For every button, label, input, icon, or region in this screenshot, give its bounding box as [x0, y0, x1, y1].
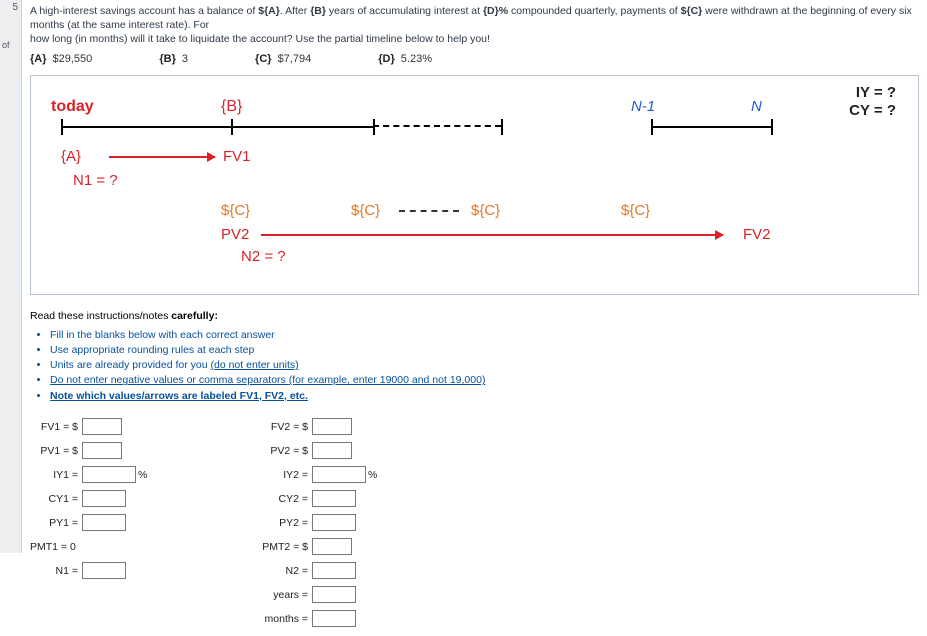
- py2-label-text: PY2 =: [260, 517, 312, 529]
- answer-forms: FV1 = $ PV1 = $ IY1 =% CY1 = PY1 = PMT1 …: [30, 416, 919, 632]
- col-right: FV2 = $ PV2 = $ IY2 =% CY2 = PY2 = PMT2 …: [260, 416, 490, 632]
- instr-2: Use appropriate rounding rules at each s…: [50, 343, 919, 358]
- fv2-label-text: FV2 = $: [260, 421, 312, 433]
- instr-1: Fill in the blanks below with each corre…: [50, 328, 919, 343]
- iy1-label-text: IY1 =: [30, 469, 82, 481]
- col-left: FV1 = $ PV1 = $ IY1 =% CY1 = PY1 = PMT1 …: [30, 416, 260, 632]
- pv1-input[interactable]: [82, 442, 122, 459]
- n1-label: N1 = ?: [73, 172, 118, 189]
- n2-input[interactable]: [312, 562, 356, 579]
- cy-label: CY = ?: [849, 102, 896, 119]
- question-number: 5: [12, 2, 18, 13]
- n-end-label: N: [751, 98, 762, 115]
- timeline-diagram: today {B} IY = ? CY = ? N-1 N {A} FV1 N1…: [30, 75, 919, 295]
- cy1-input[interactable]: [82, 490, 126, 507]
- fv1-label-text: FV1 = $: [30, 421, 82, 433]
- today-label: today: [51, 98, 94, 116]
- fv2-input[interactable]: [312, 418, 352, 435]
- iy2-unit: %: [368, 469, 377, 481]
- instr-5: Note which values/arrows are labeled FV1…: [50, 389, 919, 404]
- prompt-line-1: A high-interest savings account has a ba…: [30, 4, 919, 32]
- months-label-text: months =: [260, 613, 312, 625]
- pv2-label-text: PV2 = $: [260, 445, 312, 457]
- months-input[interactable]: [312, 610, 356, 627]
- n1-label-text: N1 =: [30, 565, 82, 577]
- fv1-label: FV1: [223, 148, 251, 165]
- cy1-label-text: CY1 =: [30, 493, 82, 505]
- py1-label-text: PY1 =: [30, 517, 82, 529]
- arrow-fv2: [261, 234, 723, 236]
- n2-label: N2 = ?: [241, 248, 286, 265]
- instructions: Read these instructions/notes carefully:…: [30, 309, 919, 404]
- iy2-label-text: IY2 =: [260, 469, 312, 481]
- py1-input[interactable]: [82, 514, 126, 531]
- timeline-axis: [61, 126, 818, 128]
- withdrawal-ellipsis: [399, 210, 459, 212]
- iy1-input[interactable]: [82, 466, 136, 483]
- py2-input[interactable]: [312, 514, 356, 531]
- pv2-label: PV2: [221, 226, 249, 243]
- arrow-fv1: [109, 156, 215, 158]
- iy1-unit: %: [138, 469, 147, 481]
- given-values: {A}$29,550 {B}3 {C}$7,794 {D}5.23%: [30, 53, 919, 65]
- pmt1-static: PMT1 = 0: [30, 541, 80, 553]
- instr-4: Do not enter negative values or comma se…: [50, 373, 919, 388]
- iy2-input[interactable]: [312, 466, 366, 483]
- years-label-text: years =: [260, 589, 312, 601]
- n-minus-1-label: N-1: [631, 98, 655, 115]
- question-sidebar: 5 t of: [0, 0, 22, 553]
- pv1-label-text: PV1 = $: [30, 445, 82, 457]
- sidebar-points: t of: [0, 40, 10, 50]
- cy2-label-text: CY2 =: [260, 493, 312, 505]
- iy-label: IY = ?: [856, 84, 896, 101]
- years-input[interactable]: [312, 586, 356, 603]
- period-b-label: {B}: [221, 98, 242, 116]
- cy2-input[interactable]: [312, 490, 356, 507]
- prompt-line-2: how long (in months) will it take to liq…: [30, 32, 919, 46]
- fv2-label: FV2: [743, 226, 771, 243]
- question-body: A high-interest savings account has a ba…: [22, 0, 927, 636]
- pmt2-label-text: PMT2 = $: [260, 541, 312, 553]
- fv1-input[interactable]: [82, 418, 122, 435]
- pv2-input[interactable]: [312, 442, 352, 459]
- n2-label-text: N2 =: [260, 565, 312, 577]
- n1-input[interactable]: [82, 562, 126, 579]
- instr-3: Units are already provided for you (do n…: [50, 358, 919, 373]
- a-value-label: {A}: [61, 148, 81, 165]
